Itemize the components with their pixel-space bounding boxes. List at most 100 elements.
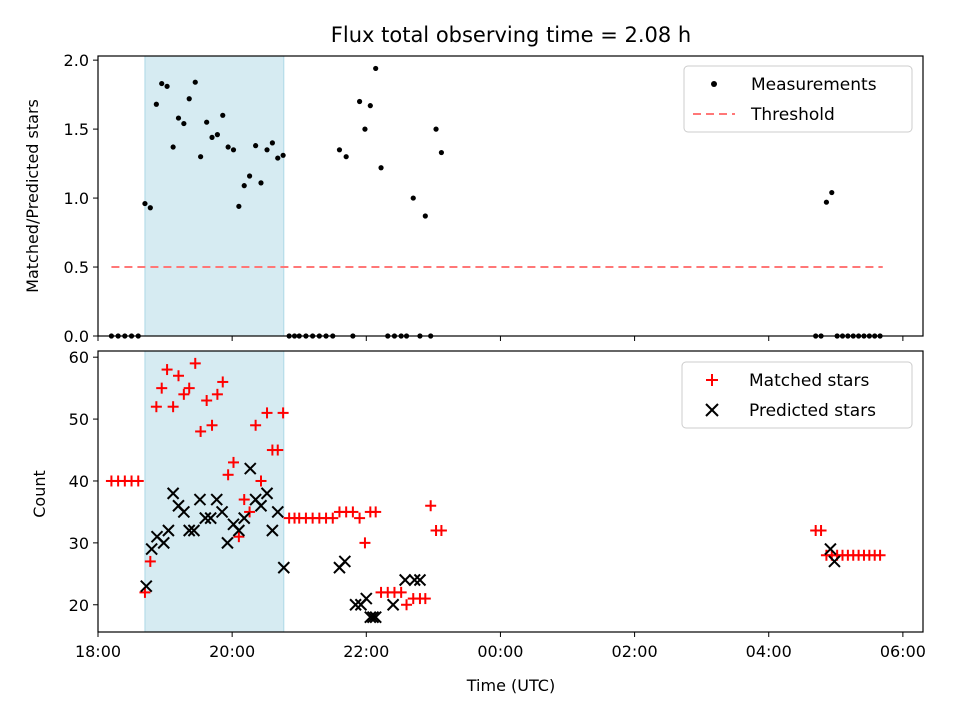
matched-star-point: [238, 494, 250, 506]
measurement-point: [829, 189, 835, 196]
measurement-point: [170, 144, 176, 150]
matched-star-point: [354, 512, 366, 524]
measurement-point: [147, 205, 153, 211]
measurement-point: [422, 213, 428, 219]
measurement-point: [258, 180, 264, 186]
matched-star-point: [272, 444, 284, 456]
count-points: [105, 357, 886, 624]
x-tick-label: 00:00: [477, 642, 523, 661]
matched-star-point: [261, 407, 273, 419]
legend-label-measurements: Measurements: [751, 75, 877, 95]
y-tick-label: 60: [69, 348, 89, 367]
matched-star-point: [161, 364, 173, 376]
top-y-axis-label: Matched/Predicted stars: [23, 99, 42, 293]
matched-star-point: [189, 357, 201, 369]
x-tick-label: 06:00: [880, 642, 926, 661]
legend-marker-measurements: [711, 81, 717, 87]
predicted-star-point: [210, 493, 223, 506]
predicted-star-point: [338, 555, 352, 568]
measurement-point: [410, 195, 416, 201]
measurement-point: [367, 103, 373, 109]
y-tick-label: 20: [69, 596, 89, 615]
predicted-star-point: [266, 524, 279, 537]
measurement-point: [214, 132, 220, 138]
matched-star-point: [172, 370, 184, 382]
bottom-legend-frame: [681, 361, 913, 429]
measurement-point: [175, 115, 182, 121]
x-tick-label: 02:00: [612, 642, 658, 661]
matched-star-point: [167, 401, 179, 413]
measurement-point: [336, 147, 343, 153]
predicted-star-point: [238, 511, 251, 525]
bottom-y-axis-label: Count: [30, 470, 49, 518]
matched-star-point: [395, 586, 407, 598]
measurement-point: [356, 98, 363, 105]
bottom-legend: Matched stars Predicted stars: [681, 361, 913, 429]
measurement-point: [362, 126, 368, 132]
legend-marker-predicted: [705, 403, 719, 417]
matched-star-point: [178, 388, 190, 400]
matched-star-point: [206, 419, 218, 431]
predicted-star-point: [277, 561, 290, 574]
matched-star-point: [244, 506, 256, 518]
matched-star-point: [874, 549, 886, 561]
matched-star-point: [250, 419, 262, 431]
measurement-point: [280, 152, 286, 158]
matched-star-point: [222, 469, 234, 481]
measurement-point: [142, 200, 148, 207]
predicted-star-point: [271, 505, 284, 519]
measurement-point: [264, 147, 270, 153]
y-tick-label: 40: [69, 472, 89, 491]
legend-label-threshold: Threshold: [750, 105, 835, 125]
y-tick-label: 30: [69, 534, 89, 553]
predicted-star-point: [187, 524, 201, 537]
measurement-point: [236, 203, 242, 209]
measurement-point: [153, 101, 159, 107]
predicted-star-point: [364, 610, 377, 624]
matched-star-point: [132, 475, 144, 487]
matched-star-point: [144, 555, 156, 567]
predicted-star-point: [369, 610, 382, 624]
matched-star-point: [419, 593, 431, 605]
measurement-point: [253, 143, 259, 149]
predicted-star-point: [254, 499, 268, 512]
measurement-point: [275, 155, 281, 161]
matched-star-point: [183, 382, 195, 394]
measurement-point: [220, 112, 226, 118]
measurement-point: [823, 199, 830, 205]
matched-star-point: [217, 376, 229, 388]
measurement-point: [164, 83, 170, 89]
predicted-star-point: [386, 598, 400, 611]
observing-span-highlight: [144, 350, 285, 633]
legend-marker-matched: [706, 374, 718, 386]
matched-star-point: [211, 388, 223, 400]
matched-star-point: [815, 524, 827, 536]
matched-star-point: [359, 537, 371, 549]
x-tick-label: 04:00: [746, 642, 792, 661]
predicted-star-point: [204, 511, 217, 525]
x-axis-label: Time (UTC): [466, 676, 555, 695]
measurement-point: [192, 79, 198, 85]
predicted-star-point: [162, 524, 175, 537]
matched-star-point: [401, 599, 413, 611]
measurement-point: [181, 120, 187, 127]
predicted-star-point: [166, 487, 180, 500]
predicted-star-point: [232, 524, 246, 537]
measurement-point: [225, 144, 231, 150]
chart-title: Flux total observing time = 2.08 h: [331, 23, 691, 47]
observing-span-highlight: [144, 55, 285, 337]
matched-star-point: [277, 407, 289, 419]
predicted-star-point: [824, 542, 837, 556]
predicted-star-point: [145, 542, 158, 556]
y-tick-label: 50: [69, 410, 89, 429]
y-tick-label: 1.0: [64, 189, 89, 208]
matched-star-point: [201, 395, 213, 407]
predicted-star-point: [157, 536, 170, 550]
predicted-star-point: [413, 573, 427, 587]
measurement-point: [433, 126, 439, 132]
y-tick-label: 0.5: [64, 258, 89, 277]
predicted-star-point: [215, 505, 229, 519]
matched-star-point: [156, 382, 168, 394]
measurement-point: [209, 134, 215, 140]
